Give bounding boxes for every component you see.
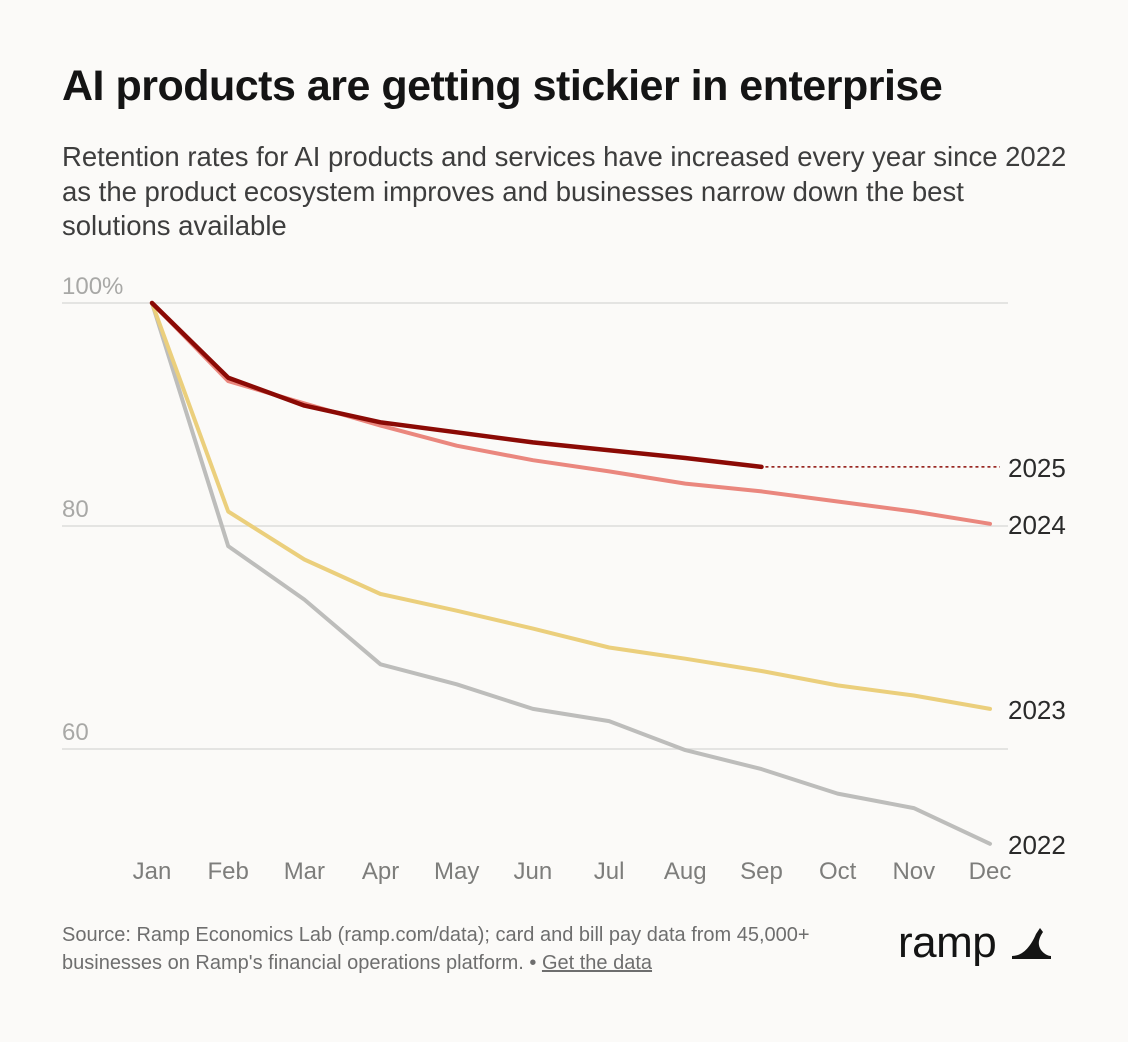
chart-subtitle: Retention rates for AI products and serv… [62, 141, 1067, 241]
x-axis: Jan Feb Mar Apr May Jun Jul Aug Sep Oct Nov Dec [133, 858, 1012, 885]
ramp-mark-icon [1012, 928, 1052, 959]
x-tick-label: Jul [594, 858, 625, 885]
x-tick-label: Oct [819, 858, 857, 885]
series-line-2023 [150, 301, 992, 711]
series-line-2025 [149, 300, 764, 470]
series-label-2024: 2024 [1008, 510, 1066, 540]
get-the-data-link[interactable]: Get the data [541, 952, 653, 974]
x-tick-label: Mar [284, 858, 325, 885]
x-tick-label: May [434, 858, 479, 885]
x-tick-label: Sep [740, 858, 783, 885]
chart-title: AI products are getting stickier in ente… [62, 62, 943, 110]
series-label-2023: 2023 [1008, 695, 1066, 725]
series-label-2025: 2025 [1008, 453, 1066, 483]
source-text: Source: Ramp Economics Lab (ramp.com/dat… [62, 924, 810, 974]
series-label-2022: 2022 [1008, 830, 1066, 860]
x-tick-label: Apr [362, 858, 399, 885]
x-tick-label: Jun [514, 858, 553, 885]
series-line-2024 [150, 301, 992, 526]
gridlines: 100% 80 60 [62, 273, 1008, 750]
y-tick-label: 60 [62, 719, 89, 746]
x-tick-label: Dec [969, 858, 1012, 885]
line-chart: 100% 80 60 2022 2023 2024 2025 Jan Feb Mar Apr Ma… [62, 273, 1066, 885]
ramp-logo[interactable]: ramp [898, 918, 1052, 968]
x-tick-label: Jan [133, 858, 172, 885]
y-tick-label: 100% [62, 273, 123, 300]
series-line-2022 [150, 301, 992, 846]
x-tick-label: Feb [208, 858, 249, 885]
series-lines [149, 300, 1000, 846]
x-tick-label: Nov [892, 858, 935, 885]
y-tick-label: 80 [62, 496, 89, 523]
x-tick-label: Aug [664, 858, 707, 885]
series-labels: 2022 2023 2024 2025 [1008, 453, 1066, 860]
source-note: Source: Ramp Economics Lab (ramp.com/dat… [62, 921, 862, 977]
logo-wordmark: ramp [898, 918, 997, 967]
